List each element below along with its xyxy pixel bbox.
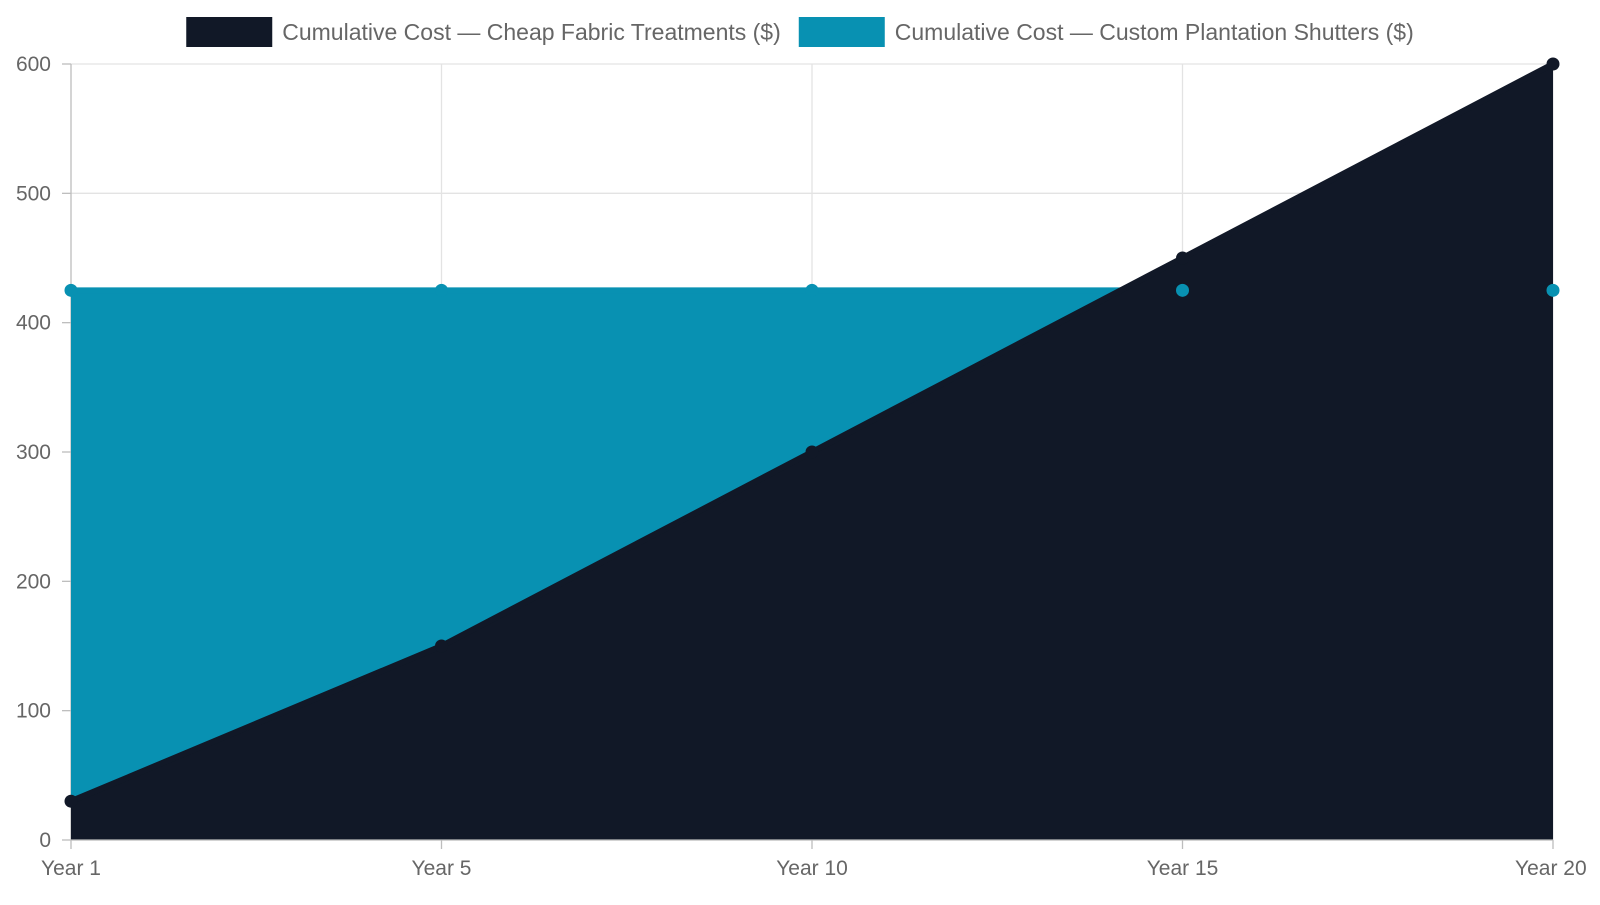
legend-swatch-1[interactable] xyxy=(798,17,885,47)
data-point[interactable] xyxy=(1176,251,1189,265)
y-tick-label: 0 xyxy=(39,829,51,852)
y-tick-label: 400 xyxy=(16,312,51,335)
y-tick-label: 500 xyxy=(16,182,51,205)
legend-label-0: Cumulative Cost — Cheap Fabric Treatment… xyxy=(282,19,781,45)
x-tick-label: Year 1 xyxy=(41,857,101,880)
data-point[interactable] xyxy=(435,639,448,653)
legend-label-1: Cumulative Cost — Custom Plantation Shut… xyxy=(895,19,1414,45)
legend: Cumulative Cost — Cheap Fabric Treatment… xyxy=(186,17,1414,47)
x-tick-label: Year 20 xyxy=(1515,857,1587,880)
data-point[interactable] xyxy=(1546,57,1560,71)
y-tick-label: 600 xyxy=(16,53,51,76)
data-point[interactable] xyxy=(1176,283,1189,297)
axes: 0 100 200 300 400 500 600 Year 1 Year 5 Year 10 Ye… xyxy=(16,53,1587,880)
data-point[interactable] xyxy=(435,283,448,297)
data-point[interactable] xyxy=(1546,283,1560,297)
data-point[interactable] xyxy=(64,794,78,808)
y-tick-label: 200 xyxy=(16,570,51,593)
data-point[interactable] xyxy=(805,445,819,459)
y-tick-label: 300 xyxy=(16,441,51,464)
y-tick-label: 100 xyxy=(16,700,51,723)
data-point[interactable] xyxy=(805,283,819,297)
legend-swatch-0[interactable] xyxy=(186,17,273,47)
data-point[interactable] xyxy=(64,283,78,297)
x-tick-label: Year 10 xyxy=(776,857,848,880)
x-tick-label: Year 5 xyxy=(412,857,472,880)
series-points xyxy=(64,57,1560,808)
x-tick-label: Year 15 xyxy=(1147,857,1219,880)
